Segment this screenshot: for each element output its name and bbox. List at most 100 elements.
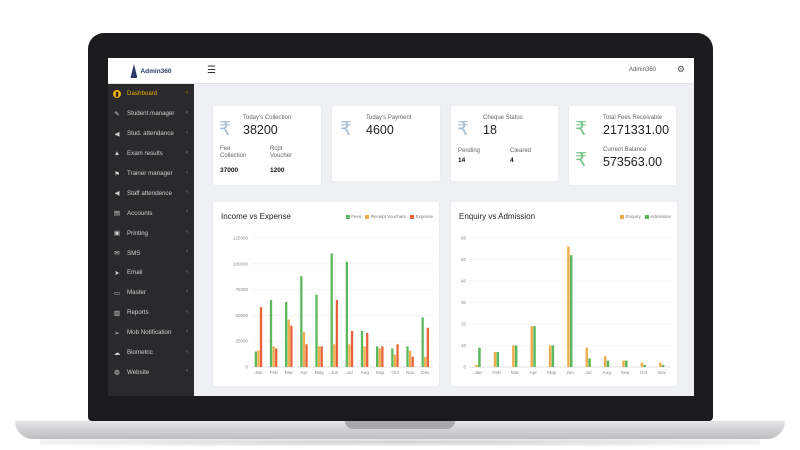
- sidebar-item-accounts[interactable]: ▤ Accounts ‹: [108, 203, 194, 223]
- sidebar-item-reports[interactable]: ▥ Reports ‹: [108, 303, 194, 323]
- menu-toggle-icon[interactable]: ☰: [207, 65, 216, 76]
- legend-entry[interactable]: Fees: [345, 214, 362, 219]
- sidebar-item-exam-results[interactable]: ▲ Exam results ‹: [108, 144, 194, 164]
- x-tick-label: Jul: [585, 370, 591, 376]
- bar-receipt-vouchers-nov[interactable]: [408, 350, 412, 367]
- legend-swatch: [619, 214, 624, 219]
- bar-enquiry-nov[interactable]: [659, 362, 662, 367]
- bar-admission-jun[interactable]: [570, 255, 573, 367]
- bar-fees-feb[interactable]: [269, 299, 273, 367]
- bar-enquiry-mar[interactable]: [512, 345, 515, 368]
- y-tick-label: 20: [461, 322, 467, 327]
- bar-admission-may[interactable]: [551, 345, 555, 368]
- chevron-left-icon: ‹: [186, 149, 188, 156]
- chevron-left-icon: ‹: [186, 328, 188, 335]
- bar-receipt-vouchers-feb[interactable]: [272, 346, 275, 367]
- bar-admission-mar[interactable]: [514, 345, 518, 368]
- user-name[interactable]: Admin360: [628, 67, 656, 73]
- bar-enquiry-jul[interactable]: [585, 347, 589, 367]
- sidebar-item-stud-attendance[interactable]: ◀ Stud. attendance ‹: [108, 124, 194, 144]
- bar-enquiry-aug[interactable]: [603, 356, 607, 367]
- bar-admission-jan[interactable]: [478, 347, 481, 367]
- bar-admission-aug[interactable]: [606, 360, 610, 367]
- bar-expense-mar[interactable]: [290, 325, 293, 367]
- bar-enquiry-apr[interactable]: [530, 326, 533, 367]
- sidebar-item-student-manager[interactable]: ✎ Student manager ‹: [108, 104, 194, 124]
- bar-admission-jul[interactable]: [588, 358, 591, 367]
- sidebar-item-website[interactable]: ◍ Website ‹: [108, 362, 194, 382]
- sidebar-item-dashboard[interactable]: ▮ Dashboard ‹: [108, 84, 194, 104]
- legend-label: Fees: [351, 214, 362, 219]
- bar-receipt-vouchers-may[interactable]: [317, 346, 321, 367]
- bar-enquiry-jun[interactable]: [567, 246, 570, 367]
- legend-entry[interactable]: Expense: [409, 214, 433, 219]
- bar-enquiry-sep[interactable]: [622, 360, 625, 367]
- bar-expense-jul[interactable]: [350, 330, 354, 367]
- bar-admission-apr[interactable]: [533, 326, 536, 367]
- bar-expense-dec[interactable]: [426, 327, 430, 367]
- bar-receipt-vouchers-dec[interactable]: [424, 356, 427, 367]
- bar-enquiry-feb[interactable]: [493, 351, 497, 367]
- bar-expense-apr[interactable]: [305, 344, 308, 367]
- bar-expense-sep[interactable]: [381, 346, 384, 367]
- receivable-label: Total Fees Receivable: [603, 115, 663, 121]
- bar-receipt-vouchers-sep[interactable]: [378, 348, 381, 367]
- sidebar-item-printing[interactable]: ▣ Printing ‹: [108, 223, 194, 243]
- bar-expense-nov[interactable]: [411, 356, 414, 367]
- x-tick-label: May: [547, 370, 557, 376]
- payment-label: Today's Payment: [366, 115, 412, 121]
- sidebar-item-biometric[interactable]: ☁ Biometric ‹: [108, 343, 194, 363]
- sidebar-item-master[interactable]: ▭ Master ‹: [108, 283, 194, 303]
- bar-enquiry-jan[interactable]: [475, 364, 478, 367]
- bar-fees-jun[interactable]: [330, 253, 333, 367]
- chevron-left-icon: ‹: [186, 90, 188, 96]
- bar-admission-feb[interactable]: [496, 351, 500, 367]
- bar-fees-jan[interactable]: [254, 351, 257, 367]
- bar-receipt-vouchers-apr[interactable]: [302, 331, 306, 367]
- legend-entry[interactable]: Enquiry: [619, 214, 641, 219]
- bar-expense-jan[interactable]: [259, 307, 263, 367]
- legend-entry[interactable]: Receipt Vouchers: [365, 214, 406, 219]
- bar-fees-dec[interactable]: [421, 317, 424, 367]
- bar-admission-oct[interactable]: [643, 364, 646, 367]
- sidebar-item-trainer-manager[interactable]: ⚑ Trainer manager ‹: [108, 164, 194, 184]
- cleared-label: Cleared: [510, 148, 532, 154]
- rupee-icon: ₹: [219, 118, 232, 140]
- sidebar-item-sms[interactable]: ✉ SMS ‹: [108, 243, 194, 263]
- bar-fees-nov[interactable]: [406, 346, 409, 367]
- sidebar-item-staff-attendence[interactable]: ◀ Staff attendence ‹: [108, 183, 194, 203]
- bar-fees-jul[interactable]: [345, 261, 348, 367]
- bar-receipt-vouchers-jan[interactable]: [257, 350, 260, 367]
- brand-logo[interactable]: Admin360: [108, 58, 194, 84]
- bar-receipt-vouchers-aug[interactable]: [363, 346, 366, 367]
- bar-admission-nov[interactable]: [661, 364, 665, 367]
- sidebar-item-label: Mob Notification: [127, 329, 172, 337]
- bar-expense-aug[interactable]: [366, 332, 369, 367]
- bar-receipt-vouchers-jul[interactable]: [348, 344, 351, 367]
- bar-receipt-vouchers-oct[interactable]: [393, 354, 397, 367]
- bar-fees-may[interactable]: [315, 294, 318, 367]
- bar-expense-jun[interactable]: [335, 299, 339, 367]
- bar-fees-apr[interactable]: [300, 276, 303, 367]
- legend-entry[interactable]: Admission: [644, 214, 671, 219]
- bar-expense-may[interactable]: [320, 346, 323, 367]
- bar-fees-aug[interactable]: [360, 330, 364, 367]
- sidebar-item-email[interactable]: ➤ Email ‹: [108, 263, 194, 283]
- bar-admission-sep[interactable]: [625, 360, 628, 367]
- bar-fees-sep[interactable]: [376, 346, 379, 367]
- bar-expense-oct[interactable]: [396, 344, 399, 367]
- collection-label: Today's Collection: [243, 115, 292, 121]
- bar-fees-mar[interactable]: [285, 301, 288, 367]
- bar-expense-feb[interactable]: [275, 348, 278, 367]
- gear-icon[interactable]: ⚙: [676, 64, 685, 74]
- bar-fees-oct[interactable]: [391, 348, 394, 367]
- bar-receipt-vouchers-jun[interactable]: [333, 344, 336, 367]
- y-tick-label: 40: [461, 279, 467, 284]
- sidebar-item-mob-notification[interactable]: ➢ Mob Notification ‹: [108, 323, 194, 343]
- y-tick-label: 0: [463, 365, 466, 370]
- cheque-card: ₹ Cheque Status 18 Pending 14 Cleared 4: [451, 106, 558, 181]
- bar-enquiry-oct[interactable]: [640, 362, 644, 367]
- bar-receipt-vouchers-mar[interactable]: [287, 319, 290, 367]
- sidebar-item-label: Exam results: [127, 150, 163, 158]
- bar-enquiry-may[interactable]: [548, 345, 552, 368]
